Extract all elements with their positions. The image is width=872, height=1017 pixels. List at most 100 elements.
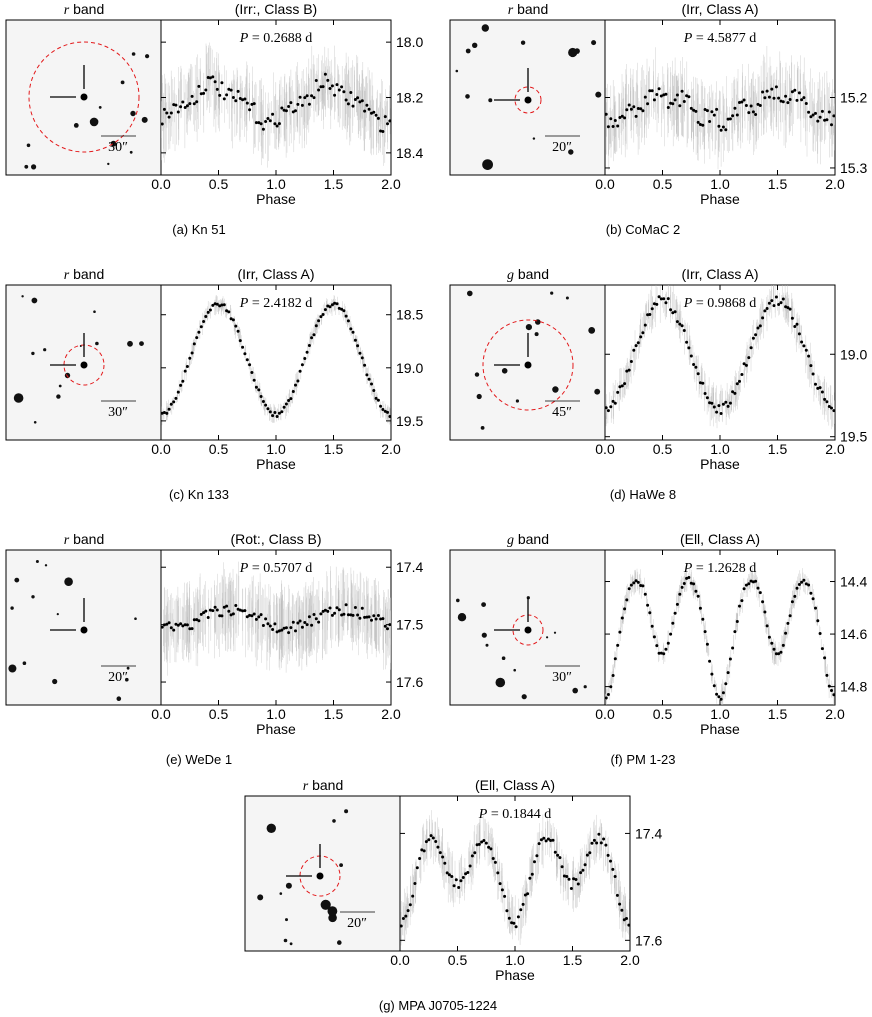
data-point	[298, 95, 302, 99]
data-point	[795, 98, 799, 102]
field-star	[495, 677, 506, 688]
data-point	[243, 97, 247, 101]
data-point	[710, 110, 714, 114]
band-label: r band	[64, 266, 105, 283]
data-point	[225, 309, 229, 313]
data-point	[231, 96, 235, 99]
data-point	[749, 346, 753, 350]
data-point	[199, 612, 203, 616]
data-point	[202, 320, 206, 323]
data-point	[259, 613, 263, 617]
period-label: P = 1.2628 d	[683, 561, 756, 576]
x-tick-label: 1.0	[266, 441, 286, 457]
data-point	[616, 643, 620, 647]
data-point	[165, 411, 169, 415]
field-star	[126, 666, 130, 670]
field-star	[476, 393, 482, 400]
band-label: g band	[507, 531, 549, 548]
data-point	[204, 609, 208, 613]
data-point	[161, 625, 164, 629]
data-point	[744, 363, 748, 367]
data-point	[268, 624, 272, 628]
data-point	[275, 415, 279, 418]
panel-g: 20″ r band P = 0.1844 d 0.0 0.5 1.0 1.5 2.0 Phas…	[244, 776, 665, 1016]
period-symbol: P	[239, 561, 249, 576]
data-point	[788, 98, 792, 101]
data-point	[441, 855, 445, 859]
data-point	[751, 110, 755, 114]
data-point	[820, 390, 824, 394]
data-point	[227, 310, 231, 314]
data-point	[264, 120, 268, 123]
data-point	[694, 109, 698, 113]
data-point	[363, 109, 367, 113]
field-star	[22, 661, 27, 665]
x-axis-label: Phase	[700, 456, 740, 472]
data-point	[346, 613, 350, 617]
data-point	[420, 848, 424, 852]
data-point	[319, 85, 323, 89]
data-point	[823, 118, 827, 122]
band-label: r band	[64, 531, 105, 548]
panel-c: 30″ r band P = 2.4182 d 0.0 0.5 1.0 1.5 2.0 Phas…	[5, 265, 426, 505]
field-star	[565, 296, 569, 300]
data-point	[618, 902, 622, 906]
data-point	[823, 397, 827, 401]
data-point	[312, 333, 316, 337]
field-star	[13, 393, 24, 403]
target-star	[316, 872, 324, 880]
data-point	[544, 839, 548, 843]
data-point	[374, 396, 378, 400]
data-point	[620, 908, 624, 912]
data-point	[643, 323, 647, 327]
data-point	[480, 840, 484, 844]
data-point	[708, 401, 712, 405]
field-star	[337, 940, 342, 945]
data-point	[611, 674, 615, 677]
data-point	[271, 628, 275, 631]
data-point	[625, 369, 629, 373]
x-tick-label: 1.5	[324, 706, 344, 722]
panel-b: 20″ r band P = 4.5877 d 0.0 0.5 1.0 1.5 2.0 Phas…	[449, 0, 870, 240]
data-point	[662, 297, 666, 301]
data-point	[406, 909, 410, 913]
data-point	[206, 616, 210, 619]
data-point	[659, 297, 663, 301]
data-point	[312, 96, 316, 100]
data-point	[183, 623, 187, 627]
data-point	[204, 315, 208, 318]
field-star	[481, 602, 486, 607]
field-star	[485, 643, 489, 647]
data-point	[273, 622, 277, 626]
data-point	[623, 116, 627, 120]
data-point	[388, 415, 391, 418]
field-star	[474, 372, 480, 377]
data-point	[823, 656, 827, 660]
data-point	[376, 116, 380, 120]
data-point	[790, 316, 794, 320]
data-point	[744, 583, 748, 587]
data-point	[333, 93, 337, 97]
scale-label: 20″	[108, 670, 128, 685]
data-point	[832, 409, 835, 413]
data-point	[767, 635, 771, 639]
data-point	[618, 630, 622, 634]
data-point	[356, 613, 360, 617]
data-point	[358, 100, 362, 104]
data-point	[765, 89, 769, 93]
data-point	[445, 871, 449, 875]
x-tick-label: 2.0	[381, 176, 401, 192]
data-point	[344, 98, 348, 102]
data-point	[625, 598, 629, 602]
field-star	[594, 388, 601, 395]
data-point	[528, 876, 532, 880]
data-point	[770, 641, 774, 645]
data-point	[655, 93, 659, 96]
x-tick-label: 1.5	[324, 176, 344, 192]
data-point	[176, 623, 180, 627]
data-layer	[605, 46, 835, 171]
data-point	[650, 89, 654, 93]
data-point	[248, 363, 252, 367]
data-point	[335, 83, 339, 87]
data-point	[682, 582, 686, 585]
